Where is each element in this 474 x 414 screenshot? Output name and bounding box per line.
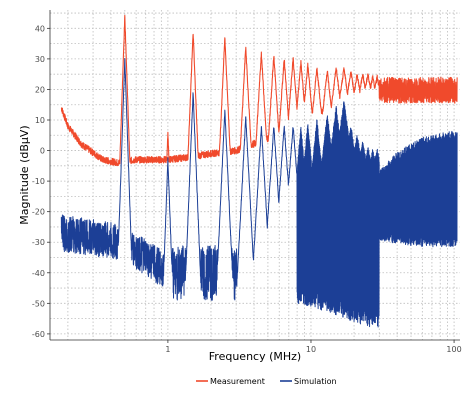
x-axis-title: Frequency (MHz) — [209, 350, 301, 363]
legend-label-simulation: Simulation — [294, 377, 337, 386]
y-tick-label: -20 — [32, 208, 45, 217]
series-line-simulation — [60, 57, 458, 328]
y-tick-label: -40 — [32, 269, 45, 278]
y-tick-label: -30 — [32, 238, 45, 247]
x-tick-label: 100 — [446, 345, 461, 354]
y-tick-label: 40 — [35, 24, 45, 33]
series-line-measurement — [60, 14, 458, 167]
y-tick-label: -50 — [32, 299, 45, 308]
legend-label-measurement: Measurement — [210, 377, 265, 386]
y-tick-label: 10 — [35, 116, 45, 125]
y-tick-label: 0 — [40, 147, 45, 156]
y-tick-label: 20 — [35, 85, 45, 94]
y-axis-title: Magnitude (dBµV) — [18, 125, 31, 224]
y-tick-label: 30 — [35, 55, 45, 64]
x-tick-label: 1 — [165, 345, 170, 354]
y-tick-label: -10 — [32, 177, 45, 186]
series-layer — [60, 14, 458, 328]
legend: Measurement Simulation — [190, 372, 380, 390]
x-tick-label: 10 — [306, 345, 316, 354]
y-tick-label: -60 — [32, 330, 45, 339]
legend-item-simulation: Simulation — [280, 377, 337, 386]
legend-item-measurement: Measurement — [196, 377, 265, 386]
axes: -60 -50 -40 -30 -20 -10 0 10 20 30 40 1 10 100 — [32, 10, 462, 354]
